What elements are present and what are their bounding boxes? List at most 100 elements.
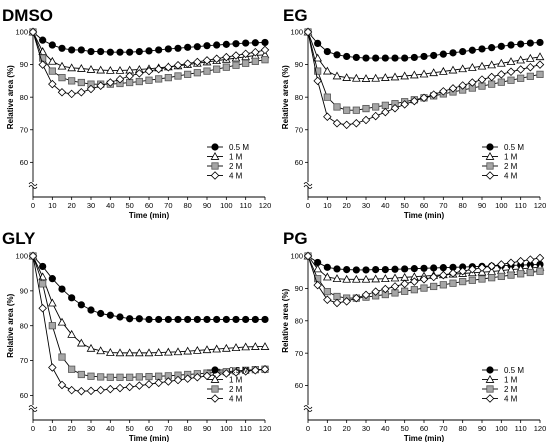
data-point xyxy=(332,71,342,80)
data-point xyxy=(76,338,86,347)
legend-marker xyxy=(211,385,219,393)
data-point xyxy=(439,87,448,96)
series-0_5M xyxy=(29,252,269,324)
data-point xyxy=(343,266,351,274)
data-point xyxy=(202,345,212,354)
data-point xyxy=(183,59,192,68)
x-tick-label: 30 xyxy=(87,424,95,433)
series-4M xyxy=(28,251,270,396)
data-point xyxy=(57,61,67,70)
data-point xyxy=(391,54,399,62)
data-point xyxy=(125,348,135,357)
data-point xyxy=(322,272,332,281)
data-point xyxy=(381,284,390,294)
y-tick-label: 80 xyxy=(20,321,28,330)
legend-label: 1 M xyxy=(229,152,243,161)
data-point xyxy=(183,346,193,355)
data-point xyxy=(184,70,192,78)
series-2M xyxy=(29,28,269,88)
data-point xyxy=(67,63,77,72)
data-point xyxy=(352,118,361,128)
x-tick-label: 120 xyxy=(534,201,547,210)
data-point xyxy=(105,65,115,74)
data-point xyxy=(419,93,429,103)
data-point xyxy=(145,315,153,324)
data-point xyxy=(497,42,505,50)
data-point xyxy=(48,67,56,75)
x-tick-label: 120 xyxy=(259,424,272,433)
y-tick-label: 60 xyxy=(295,381,303,390)
data-point xyxy=(77,88,86,97)
legend-marker xyxy=(210,151,220,160)
data-point xyxy=(193,57,202,67)
legend-label: 0.5 M xyxy=(229,143,249,152)
x-tick-label: 40 xyxy=(381,424,389,433)
x-tick-label: 0 xyxy=(306,201,310,210)
data-point xyxy=(242,39,250,47)
data-point xyxy=(155,75,163,83)
data-point xyxy=(154,64,163,74)
data-point xyxy=(507,76,515,84)
data-point xyxy=(361,115,371,125)
data-point xyxy=(193,315,201,324)
data-point xyxy=(222,52,231,62)
data-point xyxy=(439,50,447,58)
data-point xyxy=(231,368,241,377)
data-point xyxy=(212,344,222,353)
data-point xyxy=(361,290,371,300)
data-point xyxy=(478,82,486,90)
data-point xyxy=(380,73,390,81)
data-point xyxy=(96,346,106,355)
data-point xyxy=(57,380,67,390)
data-point xyxy=(380,274,390,283)
legend-label: 2 M xyxy=(504,385,518,394)
x-tick-label: 60 xyxy=(420,201,428,210)
data-point xyxy=(323,93,331,101)
data-point xyxy=(390,72,400,81)
data-point xyxy=(28,251,38,261)
axis-break-mark xyxy=(28,182,38,186)
data-point xyxy=(106,373,114,381)
data-point xyxy=(213,65,221,73)
data-point xyxy=(449,49,457,57)
data-point xyxy=(203,315,211,324)
data-point xyxy=(77,78,85,87)
data-point xyxy=(332,274,342,283)
legend-marker xyxy=(210,171,220,180)
data-point xyxy=(526,62,535,72)
data-point xyxy=(497,78,505,86)
legend-label: 2 M xyxy=(229,162,243,171)
data-point xyxy=(251,57,259,65)
data-point xyxy=(429,90,438,99)
data-point xyxy=(38,304,47,313)
y-tick-label: 100 xyxy=(290,252,303,261)
legend-marker xyxy=(486,162,494,170)
y-tick-label: 60 xyxy=(20,391,28,400)
axis-break-mark xyxy=(28,185,38,189)
data-point xyxy=(352,266,360,274)
legend-marker xyxy=(210,394,220,403)
data-point xyxy=(420,264,428,272)
data-point xyxy=(58,353,66,361)
data-point xyxy=(351,274,361,283)
x-tick-label: 10 xyxy=(48,201,56,210)
data-point xyxy=(68,365,76,373)
data-point xyxy=(410,277,419,286)
x-tick-label: 70 xyxy=(164,201,172,210)
data-point xyxy=(242,315,250,324)
legend-label: 4 M xyxy=(229,171,243,180)
y-tick-label: 90 xyxy=(295,60,303,69)
chart-panel-gly: GLY 60 70 80 90 100 0 10 20 30 40 50 60 70 80 90 100 110 1… xyxy=(2,229,271,442)
data-point xyxy=(497,272,505,281)
data-point xyxy=(448,268,458,278)
x-tick-label: 50 xyxy=(125,201,133,210)
data-point xyxy=(468,46,476,54)
data-point xyxy=(535,60,545,69)
legend-marker xyxy=(486,366,494,374)
data-point xyxy=(231,343,241,351)
data-point xyxy=(174,72,182,80)
data-point xyxy=(410,265,418,273)
legend-label: 4 M xyxy=(504,394,518,403)
data-point xyxy=(419,69,429,78)
x-tick-label: 110 xyxy=(515,424,527,433)
